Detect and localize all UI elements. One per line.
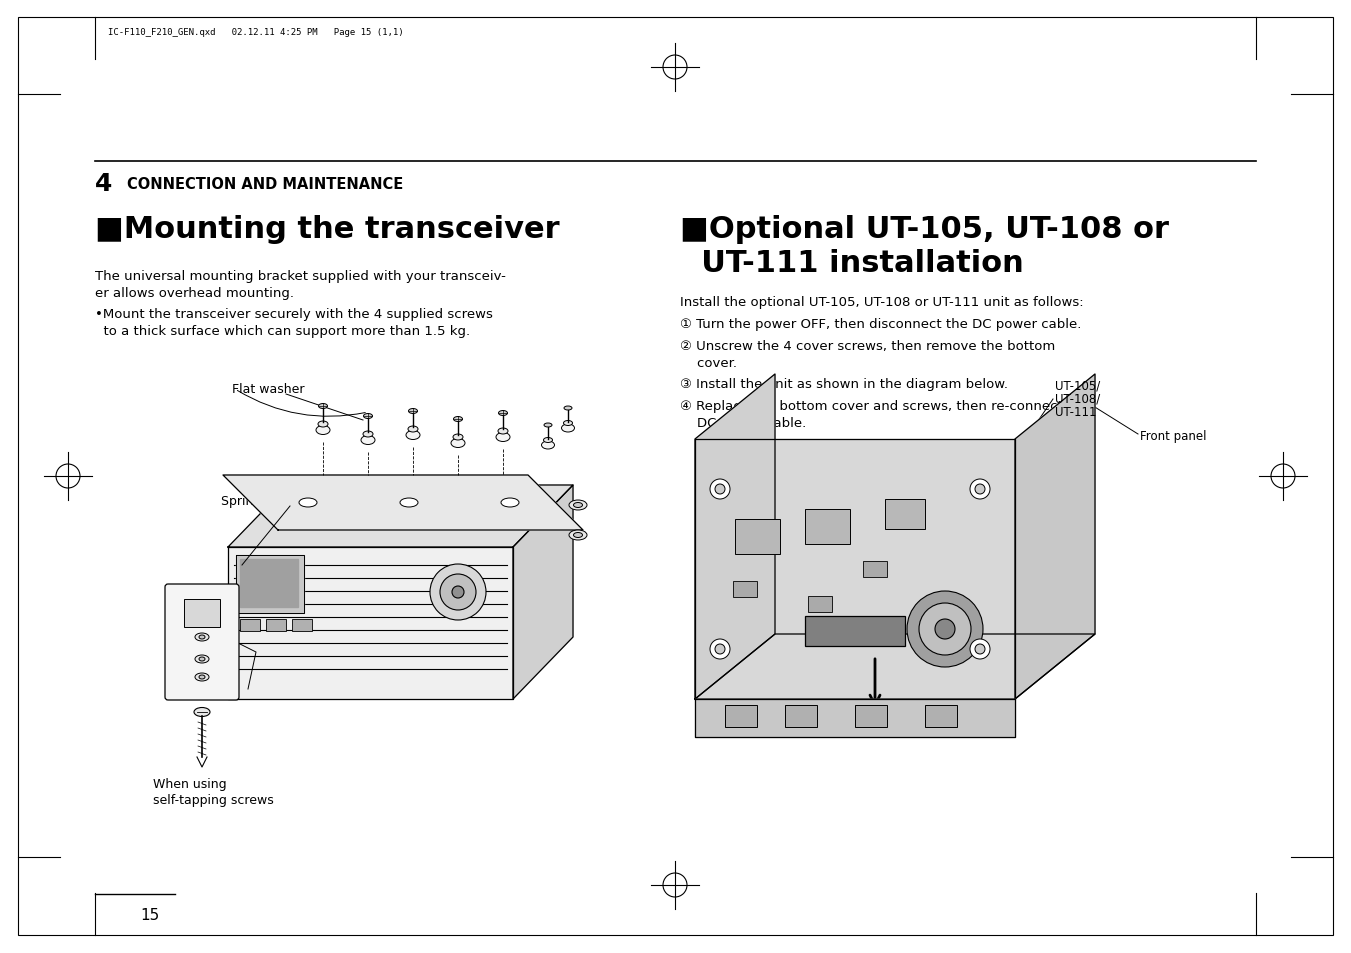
Ellipse shape <box>451 439 465 448</box>
Ellipse shape <box>569 500 586 511</box>
Bar <box>292 619 312 631</box>
Ellipse shape <box>542 441 554 450</box>
Polygon shape <box>223 476 584 531</box>
Bar <box>805 617 905 646</box>
Polygon shape <box>236 556 304 614</box>
Text: UT-111 installation: UT-111 installation <box>680 249 1024 277</box>
Circle shape <box>970 639 990 659</box>
Bar <box>735 519 780 555</box>
Ellipse shape <box>199 676 205 679</box>
Ellipse shape <box>563 407 571 411</box>
Ellipse shape <box>299 498 317 507</box>
Ellipse shape <box>499 411 508 416</box>
Circle shape <box>975 484 985 495</box>
Text: 15: 15 <box>141 907 159 923</box>
Ellipse shape <box>361 436 376 445</box>
Ellipse shape <box>363 432 373 437</box>
Text: ■Optional UT-105, UT-108 or: ■Optional UT-105, UT-108 or <box>680 214 1169 244</box>
Polygon shape <box>694 375 775 700</box>
Circle shape <box>715 484 725 495</box>
Bar <box>785 705 817 727</box>
Ellipse shape <box>400 498 417 507</box>
Circle shape <box>430 564 486 620</box>
Bar <box>925 705 957 727</box>
Ellipse shape <box>195 708 209 717</box>
Ellipse shape <box>195 673 209 681</box>
Text: Flat washer: Flat washer <box>232 383 304 396</box>
Text: The universal mounting bracket supplied with your transceiv-
er allows overhead : The universal mounting bracket supplied … <box>95 270 505 300</box>
Polygon shape <box>1015 375 1096 700</box>
Circle shape <box>919 603 971 656</box>
Ellipse shape <box>563 421 573 426</box>
Polygon shape <box>694 700 1015 738</box>
Polygon shape <box>240 559 299 607</box>
Ellipse shape <box>562 424 574 433</box>
Ellipse shape <box>199 636 205 639</box>
Circle shape <box>440 575 476 610</box>
Ellipse shape <box>408 427 417 433</box>
Ellipse shape <box>316 426 330 435</box>
Ellipse shape <box>317 421 328 428</box>
Bar <box>855 705 888 727</box>
Circle shape <box>453 586 463 598</box>
Ellipse shape <box>407 431 420 440</box>
Polygon shape <box>513 485 573 700</box>
Polygon shape <box>694 635 1096 700</box>
Text: •Mount the transceiver securely with the 4 supplied screws
  to a thick surface : •Mount the transceiver securely with the… <box>95 308 493 338</box>
Bar <box>808 597 832 613</box>
Polygon shape <box>694 439 1015 700</box>
Bar <box>240 619 259 631</box>
Ellipse shape <box>501 498 519 507</box>
Text: UT-105/: UT-105/ <box>1055 379 1100 393</box>
Ellipse shape <box>574 533 582 537</box>
Text: CONNECTION AND MAINTENANCE: CONNECTION AND MAINTENANCE <box>127 177 403 192</box>
Text: Spring washer: Spring washer <box>222 495 311 508</box>
Polygon shape <box>228 547 513 700</box>
Bar <box>184 599 220 627</box>
Circle shape <box>975 644 985 655</box>
Circle shape <box>970 479 990 499</box>
Text: UT-111: UT-111 <box>1055 406 1097 418</box>
Ellipse shape <box>363 414 373 419</box>
Text: UT-108/: UT-108/ <box>1055 393 1100 406</box>
Ellipse shape <box>569 531 586 540</box>
Text: Front panel: Front panel <box>1140 430 1206 442</box>
Ellipse shape <box>453 435 463 440</box>
Ellipse shape <box>199 658 205 661</box>
Circle shape <box>935 619 955 639</box>
Bar <box>863 561 888 578</box>
Ellipse shape <box>195 656 209 663</box>
Ellipse shape <box>544 423 553 428</box>
Text: IC-F110_F210_GEN.qxd   02.12.11 4:25 PM   Page 15 (1,1): IC-F110_F210_GEN.qxd 02.12.11 4:25 PM Pa… <box>108 28 404 37</box>
Ellipse shape <box>195 634 209 641</box>
Ellipse shape <box>543 438 553 443</box>
Ellipse shape <box>574 503 582 508</box>
Ellipse shape <box>319 404 327 409</box>
Ellipse shape <box>454 417 462 422</box>
Ellipse shape <box>499 429 508 435</box>
Circle shape <box>711 639 730 659</box>
Bar <box>885 499 925 530</box>
Ellipse shape <box>408 409 417 414</box>
Text: 4: 4 <box>95 172 112 195</box>
Text: Install the optional UT-105, UT-108 or UT-111 unit as follows:: Install the optional UT-105, UT-108 or U… <box>680 295 1084 309</box>
Circle shape <box>711 479 730 499</box>
Text: ① Turn the power OFF, then disconnect the DC power cable.: ① Turn the power OFF, then disconnect th… <box>680 317 1081 331</box>
Text: ■Mounting the transceiver: ■Mounting the transceiver <box>95 214 559 244</box>
Text: When using
self-tapping screws: When using self-tapping screws <box>153 778 274 806</box>
Text: ④ Replace the bottom cover and screws, then re-connect the
    DC power cable.: ④ Replace the bottom cover and screws, t… <box>680 399 1089 430</box>
Bar <box>734 581 757 598</box>
Bar <box>805 510 850 544</box>
Text: ② Unscrew the 4 cover screws, then remove the bottom
    cover.: ② Unscrew the 4 cover screws, then remov… <box>680 339 1055 370</box>
Text: ③ Install the unit as shown in the diagram below.: ③ Install the unit as shown in the diagr… <box>680 377 1008 391</box>
FancyBboxPatch shape <box>165 584 239 700</box>
Circle shape <box>715 644 725 655</box>
Ellipse shape <box>496 433 509 442</box>
Bar <box>725 705 757 727</box>
Bar <box>266 619 286 631</box>
Circle shape <box>907 592 984 667</box>
Polygon shape <box>228 485 573 547</box>
